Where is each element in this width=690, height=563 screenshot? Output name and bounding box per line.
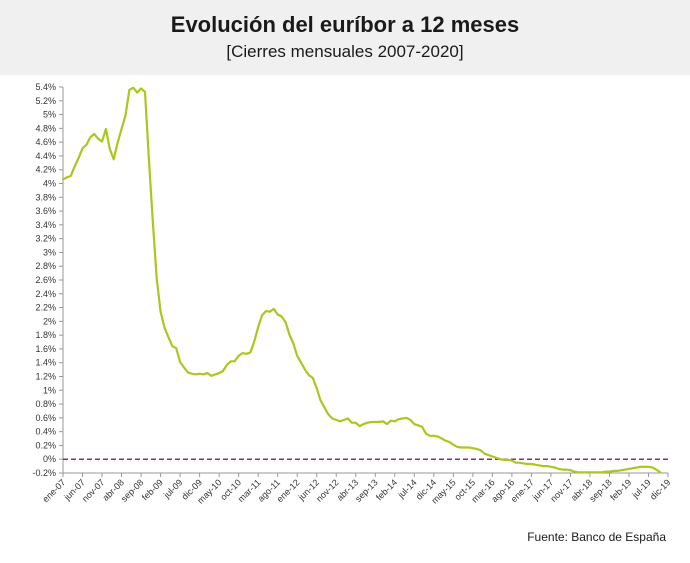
line-chart: -0.2% 0% 0.2% 0.4% 0.6% 0.8% 1% 1.2% 1.4% 1.6% 1.8… xyxy=(32,82,672,506)
y-tick-label: 4.2% xyxy=(35,165,56,175)
x-tick-label: nov-17 xyxy=(548,477,575,504)
x-tick-label: sep-18 xyxy=(587,477,614,504)
y-tick-label: 3.4% xyxy=(35,220,56,230)
chart-subtitle: [Cierres mensuales 2007-2020] xyxy=(226,42,464,61)
y-tick-label: 4% xyxy=(43,179,56,189)
chart-title: Evolución del euríbor a 12 meses xyxy=(170,12,520,37)
x-tick-label: ene-07 xyxy=(41,477,68,504)
y-tick-label: 1.2% xyxy=(35,372,56,382)
y-tick-label: 4.6% xyxy=(35,137,56,147)
y-tick-label: 2.4% xyxy=(35,289,56,299)
y-tick-label: 1.8% xyxy=(35,330,56,340)
x-tick-label: feb-19 xyxy=(608,477,633,502)
y-tick-label: 1.4% xyxy=(35,358,56,368)
y-tick-label: 2.6% xyxy=(35,275,56,285)
y-tick-label: 3.2% xyxy=(35,234,56,244)
y-tick-label: 0.2% xyxy=(35,440,56,450)
y-tick-label: 1.6% xyxy=(35,344,56,354)
y-tick-label: 2% xyxy=(43,316,56,326)
y-tick-label: 2.8% xyxy=(35,261,56,271)
euribor-series-line xyxy=(61,86,662,474)
source-note: Fuente: Banco de España xyxy=(527,530,666,544)
y-tick-label: 1% xyxy=(43,385,56,395)
x-tick-label: sep-13 xyxy=(353,477,380,504)
y-tick-label: 3.8% xyxy=(35,192,56,202)
y-tick-label: 2.2% xyxy=(35,303,56,313)
y-tick-label: 5.2% xyxy=(35,96,56,106)
x-tick-label: dic-19 xyxy=(648,477,672,501)
y-tick-label: 0.4% xyxy=(35,427,56,437)
x-tick-label: feb-09 xyxy=(140,477,165,502)
y-tick-label: -0.2% xyxy=(32,468,56,478)
y-tick-label: 0% xyxy=(43,454,56,464)
y-tick-label: 5% xyxy=(43,110,56,120)
y-tick-label: 4.4% xyxy=(35,151,56,161)
y-tick-label: 3% xyxy=(43,247,56,257)
x-tick-label: feb-14 xyxy=(374,477,399,502)
y-tick-label: 0.8% xyxy=(35,399,56,409)
y-tick-label: 3.6% xyxy=(35,206,56,216)
x-tick-label: nov-07 xyxy=(80,477,107,504)
y-tick-label: 4.8% xyxy=(35,123,56,133)
x-tick-label: sep-08 xyxy=(119,477,146,504)
chart-header: Evolución del euríbor a 12 meses [Cierre… xyxy=(0,0,690,75)
y-tick-label: 0.6% xyxy=(35,413,56,423)
y-tick-label: 5.4% xyxy=(35,82,56,92)
x-tick-label: nov-12 xyxy=(314,477,341,504)
